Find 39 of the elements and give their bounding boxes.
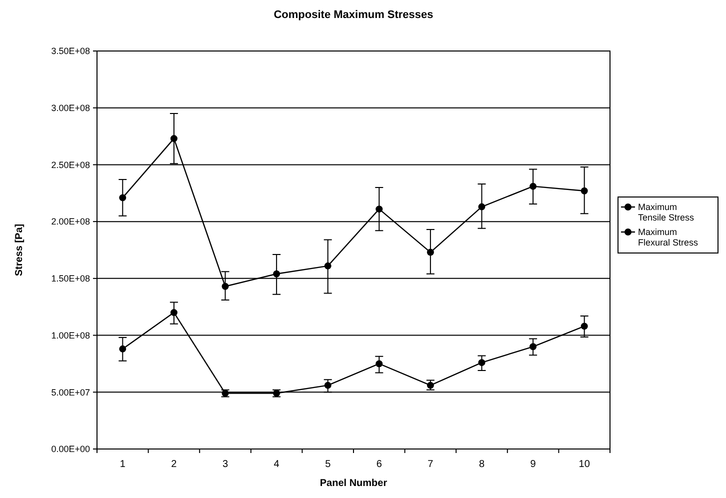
x-tick-label: 4	[274, 459, 280, 470]
point	[170, 309, 178, 316]
y-tick-label: 5.00E+07	[51, 387, 90, 398]
y-axis-title: Stress [Pa]	[14, 224, 25, 276]
x-tick-label: 10	[578, 459, 590, 470]
y-tick-label: 0.00E+00	[51, 444, 90, 454]
x-tick-label: 2	[171, 459, 178, 470]
point	[580, 322, 588, 330]
y-tick-label: 1.50E+08	[51, 274, 90, 284]
point	[426, 248, 434, 256]
x-axis-title: Panel Number	[320, 478, 388, 489]
point	[478, 203, 486, 210]
point	[119, 345, 126, 352]
x-tick-label: 3	[222, 459, 228, 470]
point	[376, 206, 383, 213]
point	[119, 194, 126, 202]
point	[530, 182, 537, 190]
point	[376, 360, 383, 368]
y-tick-label: 2.50E+08	[51, 160, 90, 170]
point	[170, 135, 178, 142]
legend-label: Maximum Tensile Stress	[638, 202, 695, 222]
legend-label: Maximum Flexural Stress	[638, 227, 699, 248]
x-tick-label: 6	[376, 459, 382, 470]
y-tick-label: 1.00E+08	[51, 330, 90, 340]
x-tick-label: 8	[478, 459, 485, 470]
point	[273, 270, 280, 278]
point	[580, 187, 588, 194]
y-tick-label: 3.00E+08	[51, 103, 90, 114]
point	[478, 359, 486, 366]
point	[530, 343, 537, 350]
point	[222, 282, 229, 290]
y-tick-label: 2.00E+08	[51, 216, 90, 227]
x-tick-label: 5	[325, 459, 332, 470]
x-tick-label: 1	[120, 459, 126, 470]
chart-title: Composite Maximum Stresses	[274, 9, 434, 21]
point	[324, 262, 332, 270]
x-tick-label: 7	[428, 459, 434, 470]
y-tick-label: 3.50E+08	[51, 46, 90, 56]
x-tick-label: 9	[530, 459, 536, 470]
